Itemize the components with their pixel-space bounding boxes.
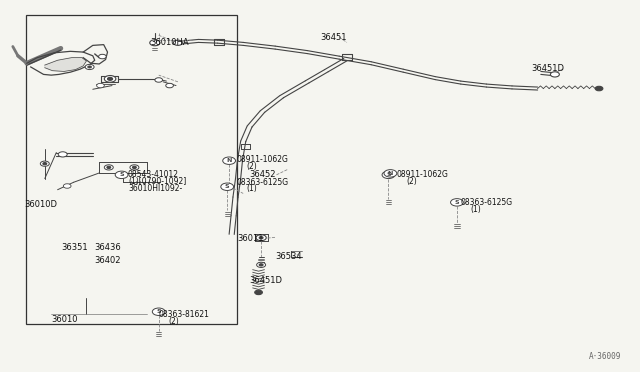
Circle shape (104, 165, 113, 170)
Text: (2): (2) (406, 177, 417, 186)
Text: 36451: 36451 (320, 33, 346, 42)
Text: S: S (156, 309, 161, 314)
Circle shape (166, 83, 173, 88)
Circle shape (99, 54, 106, 59)
Polygon shape (45, 58, 86, 71)
Text: 08543-41012: 08543-41012 (128, 170, 179, 179)
Text: S: S (225, 184, 230, 189)
Circle shape (63, 184, 71, 188)
Text: 36010HA: 36010HA (150, 38, 189, 47)
Circle shape (384, 170, 397, 177)
Text: 36011: 36011 (237, 234, 263, 243)
Text: 08911-1062G: 08911-1062G (397, 170, 449, 179)
Circle shape (85, 64, 94, 70)
Text: 08363-6125G: 08363-6125G (237, 178, 289, 187)
Text: 36534: 36534 (275, 252, 302, 261)
Text: 08363-6125G: 08363-6125G (461, 198, 513, 207)
Circle shape (451, 199, 463, 206)
Circle shape (43, 163, 47, 165)
Circle shape (223, 157, 236, 164)
Text: S: S (119, 172, 124, 177)
Text: (1): (1) (470, 205, 481, 214)
Circle shape (108, 77, 113, 80)
Circle shape (107, 166, 111, 169)
Text: 36451D: 36451D (250, 276, 283, 285)
Text: (2): (2) (246, 162, 257, 171)
Circle shape (152, 308, 165, 315)
Text: (2): (2) (168, 317, 179, 326)
Circle shape (40, 161, 49, 166)
Text: S: S (454, 200, 460, 205)
Circle shape (88, 66, 92, 68)
Circle shape (132, 166, 136, 169)
Circle shape (259, 264, 263, 266)
Circle shape (221, 183, 234, 190)
Circle shape (115, 171, 128, 179)
Circle shape (150, 40, 160, 46)
Circle shape (382, 171, 395, 179)
Bar (26, 15, 237, 324)
Text: (1)[0790-1092]: (1)[0790-1092] (128, 177, 186, 186)
Text: 36010: 36010 (51, 315, 77, 324)
Text: 36451D: 36451D (531, 64, 564, 73)
Circle shape (550, 72, 559, 77)
Text: 08363-81621: 08363-81621 (159, 310, 209, 319)
Text: N: N (388, 171, 393, 176)
Circle shape (595, 86, 603, 91)
Text: N: N (227, 158, 232, 163)
Circle shape (130, 165, 139, 170)
Circle shape (257, 262, 266, 267)
Text: 36010HI1092-: 36010HI1092- (128, 184, 182, 193)
Text: 36452: 36452 (250, 170, 276, 179)
Text: 36010D: 36010D (24, 200, 58, 209)
Circle shape (58, 152, 67, 157)
Circle shape (259, 237, 263, 239)
Circle shape (173, 40, 182, 45)
Text: (1): (1) (246, 185, 257, 193)
Text: 36402: 36402 (95, 256, 121, 265)
Text: 36436: 36436 (95, 243, 122, 252)
Circle shape (97, 83, 104, 88)
Text: A·36009: A·36009 (588, 352, 621, 361)
Text: 36351: 36351 (61, 243, 88, 252)
Circle shape (155, 78, 163, 82)
Circle shape (256, 235, 266, 241)
Text: S: S (386, 172, 391, 177)
Circle shape (255, 290, 262, 295)
Text: 08911-1062G: 08911-1062G (237, 155, 289, 164)
Circle shape (104, 76, 116, 82)
